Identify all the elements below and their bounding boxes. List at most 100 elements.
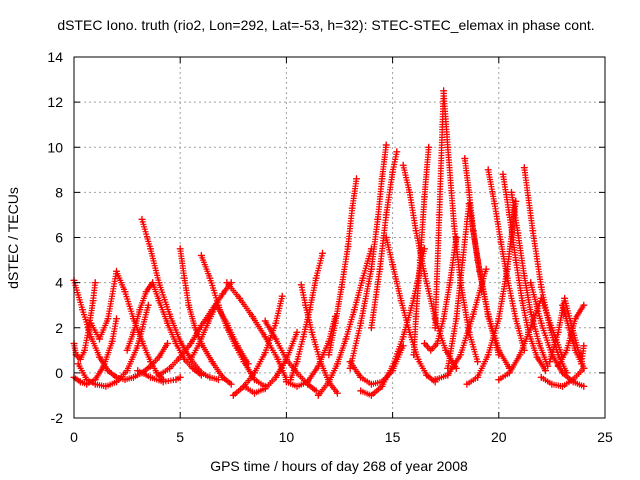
- data-point: [308, 328, 316, 336]
- data-point: [378, 382, 386, 390]
- x-axis-label: GPS time / hours of day 268 of year 2008: [210, 458, 468, 474]
- data-point: [251, 369, 258, 377]
- data-point: [440, 87, 448, 95]
- data-point: [87, 333, 95, 341]
- data-point: [155, 371, 163, 379]
- data-point: [518, 297, 526, 305]
- data-point: [166, 310, 174, 318]
- data-point: [580, 342, 588, 350]
- data-point: [172, 340, 180, 347]
- data-point: [187, 340, 195, 347]
- y-tick-label: 4: [55, 275, 63, 291]
- x-tick-label: 15: [385, 429, 401, 445]
- data-point: [446, 279, 454, 287]
- data-point: [130, 328, 137, 336]
- data-point: [465, 200, 473, 208]
- data-point: [389, 362, 397, 370]
- series-32: [461, 155, 513, 372]
- data-point: [142, 288, 150, 296]
- data-point: [121, 376, 129, 384]
- data-point: [578, 360, 586, 368]
- data-point: [580, 301, 588, 309]
- data-point: [444, 143, 452, 151]
- data-point: [147, 245, 154, 253]
- data-point: [104, 315, 112, 323]
- data-point: [79, 306, 86, 314]
- data-point: [435, 211, 443, 219]
- data-point: [325, 378, 333, 386]
- x-tick-label: 20: [491, 429, 507, 445]
- data-point: [452, 315, 460, 323]
- data-point: [421, 245, 428, 253]
- data-point: [382, 141, 390, 149]
- data-point: [189, 364, 197, 372]
- data-point: [559, 301, 566, 309]
- series-26: [346, 342, 407, 388]
- data-point: [421, 340, 428, 347]
- data-point: [130, 373, 137, 381]
- data-point: [219, 373, 227, 381]
- data-point: [469, 227, 477, 235]
- data-point: [537, 373, 545, 381]
- data-point: [138, 215, 146, 223]
- data-point: [427, 346, 435, 354]
- y-tick-label: 0: [55, 365, 63, 381]
- x-tick-label: 10: [279, 429, 295, 445]
- y-tick-label: 12: [47, 94, 63, 110]
- data-point: [457, 351, 465, 359]
- data-point: [571, 315, 579, 323]
- data-point: [414, 355, 422, 363]
- data-point: [187, 355, 195, 363]
- data-point: [399, 161, 407, 169]
- data-point: [261, 385, 269, 393]
- data-point: [293, 382, 301, 390]
- y-tick-label: 10: [47, 139, 63, 155]
- data-point: [176, 337, 184, 345]
- data-point: [527, 279, 535, 287]
- data-point: [123, 367, 131, 375]
- data-point: [91, 380, 99, 388]
- data-point: [74, 360, 82, 368]
- series-7: [134, 367, 184, 386]
- x-tick-label: 25: [597, 429, 613, 445]
- data-point: [353, 175, 360, 183]
- data-point: [431, 376, 439, 384]
- data-point: [278, 292, 286, 300]
- data-point: [155, 353, 163, 361]
- data-point: [282, 378, 290, 386]
- data-point: [397, 297, 405, 305]
- data-point: [342, 335, 350, 343]
- data-point: [206, 373, 214, 381]
- data-point: [482, 265, 490, 273]
- data-point: [474, 373, 482, 381]
- series-4: [74, 301, 152, 390]
- data-point: [484, 310, 492, 318]
- data-point: [378, 175, 386, 183]
- data-point: [204, 319, 212, 327]
- data-point: [149, 279, 157, 287]
- data-point: [172, 376, 180, 384]
- data-point: [231, 342, 239, 350]
- data-point: [459, 256, 467, 264]
- data-point: [166, 364, 174, 372]
- data-point: [516, 351, 524, 359]
- data-point: [293, 328, 301, 336]
- data-point: [382, 234, 390, 241]
- data-point: [527, 324, 535, 332]
- data-point: [463, 380, 471, 388]
- data-point: [529, 227, 537, 235]
- data-point: [554, 362, 562, 370]
- data-point: [442, 346, 450, 354]
- data-point: [542, 367, 549, 375]
- data-point: [399, 333, 407, 341]
- data-point: [544, 362, 552, 370]
- data-point: [316, 358, 324, 366]
- data-point: [306, 306, 314, 314]
- data-point: [571, 346, 579, 354]
- data-point: [505, 369, 513, 377]
- data-point: [367, 380, 375, 388]
- data-point: [272, 319, 280, 327]
- data-point: [389, 261, 397, 269]
- data-point: [214, 301, 222, 309]
